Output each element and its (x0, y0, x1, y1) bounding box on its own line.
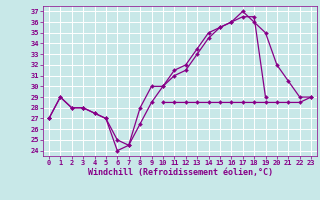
X-axis label: Windchill (Refroidissement éolien,°C): Windchill (Refroidissement éolien,°C) (87, 168, 273, 177)
